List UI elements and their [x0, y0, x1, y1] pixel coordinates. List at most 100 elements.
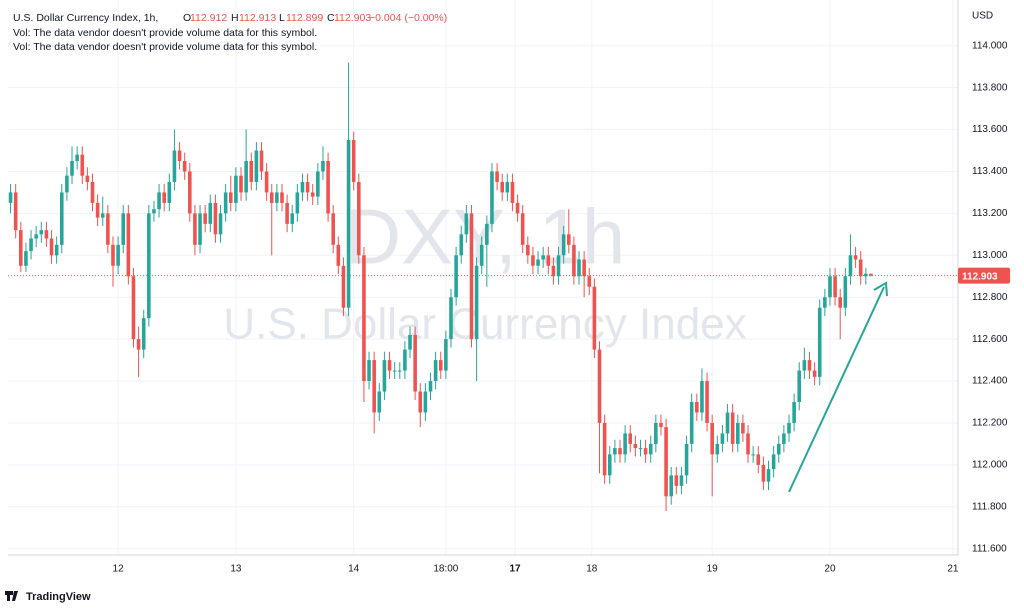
- candle-body: [336, 244, 341, 266]
- candle-body: [382, 360, 387, 392]
- candle-body: [582, 259, 586, 277]
- volume-note: Vol: The data vendor doesn't provide vol…: [13, 41, 317, 53]
- candles: [8, 62, 873, 511]
- candle-body: [823, 297, 827, 308]
- candle-body: [147, 213, 151, 319]
- candle-body: [85, 175, 90, 182]
- candle-body: [249, 160, 254, 182]
- candle-body: [618, 448, 622, 455]
- candle-body: [34, 234, 38, 239]
- candle-body: [234, 175, 238, 203]
- candle-body: [13, 192, 18, 231]
- candle-body: [423, 391, 428, 413]
- candle-body: [654, 422, 658, 444]
- candle-body: [858, 259, 863, 277]
- candle-body: [643, 448, 648, 455]
- candle-body: [679, 475, 684, 486]
- candle-body: [280, 192, 284, 203]
- candle-body: [193, 213, 197, 245]
- candle-body: [720, 433, 725, 444]
- candle-body: [541, 255, 545, 260]
- candle-body: [843, 276, 848, 308]
- candle-body: [623, 433, 627, 455]
- candle-body: [188, 171, 192, 214]
- candle-body: [203, 213, 207, 224]
- candle-body: [464, 213, 469, 235]
- candle-body: [817, 307, 822, 377]
- candle-body: [167, 181, 172, 203]
- candle-body: [474, 265, 479, 340]
- ohlc-value: 112.912: [190, 12, 227, 24]
- candle-body: [223, 192, 228, 214]
- ohlc-label: O: [183, 12, 191, 24]
- candle-body: [705, 381, 709, 423]
- candle-body: [730, 412, 735, 444]
- footer-brand: TradingView: [26, 591, 91, 603]
- candle-body: [664, 427, 668, 497]
- ohlc-label: H: [231, 12, 239, 24]
- candle-body: [602, 422, 607, 476]
- candle-body: [587, 276, 592, 287]
- candle-body: [126, 213, 131, 277]
- candle-body: [792, 402, 796, 423]
- candle-body: [444, 339, 448, 371]
- candle-body: [546, 255, 551, 266]
- candle-body: [290, 213, 295, 224]
- x-tick-label: 12: [113, 564, 125, 575]
- candle-body: [715, 443, 720, 455]
- candle-body: [746, 433, 750, 455]
- x-tick-label: 18:00: [433, 564, 458, 575]
- y-tick-label: 112.200: [972, 418, 1008, 429]
- candle-body: [403, 349, 407, 371]
- candle-body: [136, 339, 141, 350]
- candle-body: [766, 469, 771, 482]
- candle-body: [213, 202, 218, 235]
- y-tick-label: 113.600: [972, 124, 1008, 135]
- candle-body: [39, 230, 44, 235]
- candle-body: [438, 360, 443, 371]
- candle-body: [771, 454, 776, 470]
- y-tick-label: 114.000: [972, 40, 1008, 51]
- x-tick-label: 14: [348, 564, 360, 575]
- candle-body: [75, 154, 79, 161]
- candle-body: [485, 223, 489, 245]
- candle-body: [341, 265, 346, 308]
- candle-body: [218, 213, 223, 235]
- candle-body: [638, 448, 643, 450]
- candle-body: [669, 475, 673, 497]
- candle-body: [49, 238, 54, 256]
- candle-body: [305, 181, 310, 193]
- candle-body: [556, 255, 561, 277]
- y-tick-label: 112.600: [972, 334, 1008, 345]
- candle-body: [561, 234, 566, 256]
- candle-body: [111, 244, 115, 266]
- candle-body: [782, 433, 786, 444]
- y-tick-label: 111.800: [972, 501, 1007, 512]
- candle-body: [572, 244, 576, 277]
- candle-body: [65, 175, 69, 193]
- candle-body: [833, 276, 837, 298]
- candle-body: [418, 391, 423, 413]
- candle-body: [735, 422, 740, 444]
- candle-body: [162, 192, 166, 203]
- candle-body: [607, 454, 612, 476]
- ohlc-label: C: [327, 12, 335, 24]
- candle-body: [387, 360, 392, 371]
- candle-body: [510, 181, 515, 203]
- y-tick-label: 113.200: [972, 208, 1008, 219]
- candle-body: [807, 360, 812, 371]
- candle-body: [454, 255, 458, 298]
- candle-body: [198, 213, 202, 245]
- candle-body: [689, 402, 694, 444]
- candle-body: [797, 370, 802, 403]
- x-tick-label: 13: [230, 564, 242, 575]
- candle-body: [495, 171, 499, 182]
- candle-body: [44, 230, 49, 239]
- candle-body: [316, 171, 320, 197]
- candle-body: [264, 171, 269, 193]
- x-tick-label: 19: [707, 564, 719, 575]
- y-tick-label: 111.600: [972, 543, 1007, 554]
- candle-body: [321, 160, 325, 172]
